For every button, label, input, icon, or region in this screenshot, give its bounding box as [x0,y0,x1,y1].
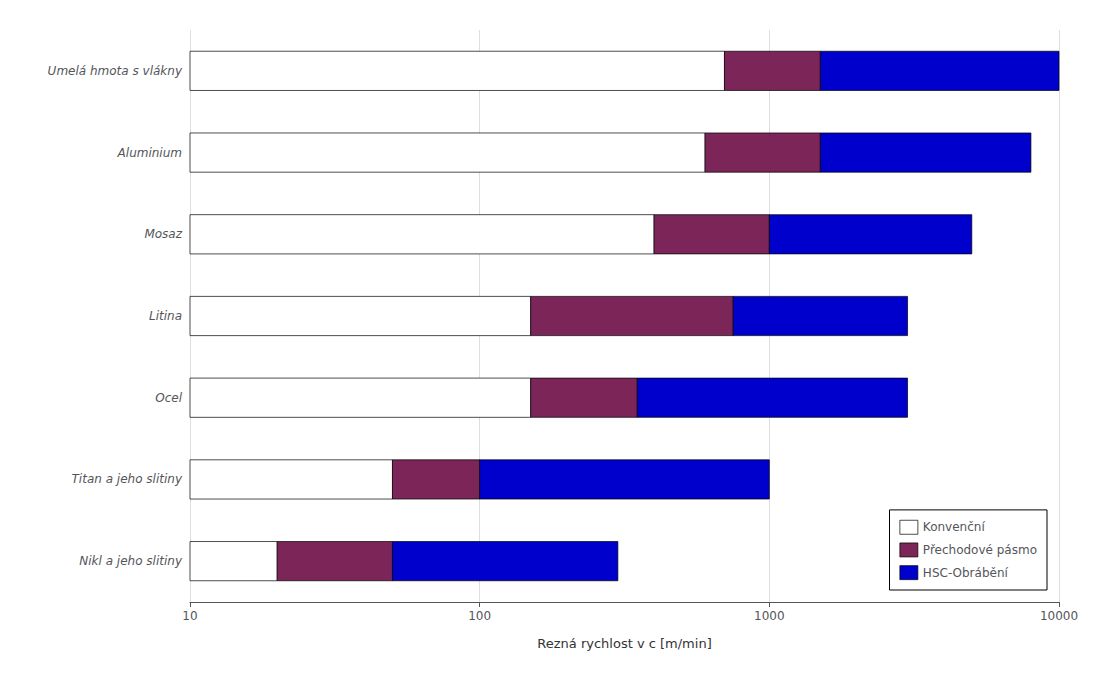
svg-text:1000: 1000 [754,609,785,623]
svg-text:Konvenční: Konvenční [923,520,986,534]
svg-text:10000: 10000 [1040,609,1078,623]
svg-text:HSC-Obrábění: HSC-Obrábění [923,566,1009,580]
svg-text:Nikl a jeho slitiny: Nikl a jeho slitiny [79,554,183,568]
svg-text:Přechodové pásmo: Přechodové pásmo [923,543,1037,557]
svg-text:10: 10 [182,609,197,623]
svg-text:Litina: Litina [149,309,182,323]
svg-text:Rezná rychlost v c [m/min]: Rezná rychlost v c [m/min] [537,636,711,651]
svg-text:100: 100 [468,609,491,623]
svg-text:Ocel: Ocel [155,391,182,405]
svg-text:Mosaz: Mosaz [144,227,182,241]
svg-text:Aluminium: Aluminium [117,146,182,160]
svg-text:Umelá hmota s vlákny: Umelá hmota s vlákny [48,64,183,78]
svg-text:Titan a jeho slitiny: Titan a jeho slitiny [72,472,183,486]
